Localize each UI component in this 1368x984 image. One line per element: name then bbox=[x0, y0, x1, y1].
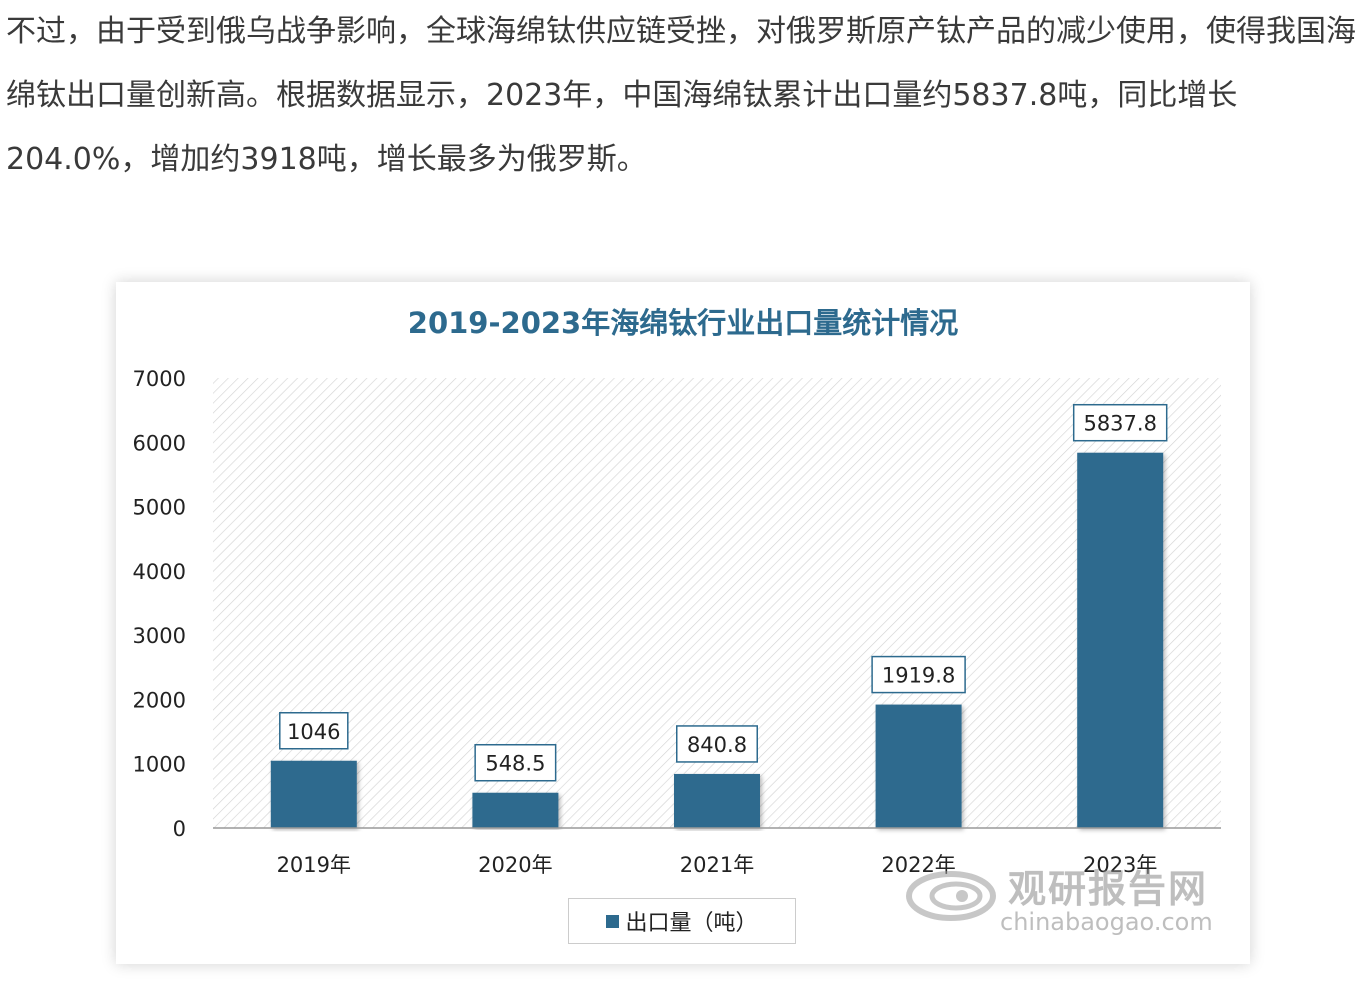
data-label-box bbox=[676, 725, 758, 763]
y-tick-label: 0 bbox=[173, 817, 186, 841]
y-axis-ticks: 0 1000 2000 3000 4000 5000 6000 7000 bbox=[133, 367, 186, 841]
y-tick-label: 2000 bbox=[133, 688, 186, 712]
bar bbox=[270, 760, 357, 828]
data-label: 5837.8 bbox=[1083, 412, 1156, 436]
watermark-brand-cn: 观研报告网 bbox=[1008, 867, 1209, 911]
y-tick-label: 3000 bbox=[133, 624, 186, 648]
bar bbox=[1077, 452, 1164, 828]
bar-chart: 0 1000 2000 3000 4000 5000 6000 7000 1046 548.5 8… bbox=[133, 367, 1221, 877]
x-tick-label: 2019年 bbox=[277, 853, 351, 877]
data-label-box bbox=[871, 655, 966, 694]
bar bbox=[674, 773, 760, 828]
article-paragraph: 不过，由于受到俄乌战争影响，全球海绵钛供应链受挫，对俄罗斯原产钛产品的减少使用，… bbox=[6, 14, 1356, 177]
y-tick-label: 5000 bbox=[133, 496, 186, 520]
bar bbox=[875, 704, 962, 828]
data-label: 840.8 bbox=[687, 733, 747, 757]
chart-legend: 出口量（吨） bbox=[568, 898, 796, 944]
watermark: 观研报告网 chinabaogao.com bbox=[904, 858, 1244, 938]
y-tick-label: 6000 bbox=[133, 431, 186, 455]
x-axis-ticks: 2019年 2020年 2021年 2022年 2023年 bbox=[277, 853, 1158, 877]
swirl-logo-icon bbox=[906, 871, 996, 921]
x-tick-label: 2021年 bbox=[680, 853, 754, 877]
bar bbox=[472, 792, 559, 828]
data-label: 1046 bbox=[287, 720, 340, 744]
y-tick-label: 7000 bbox=[133, 367, 186, 391]
legend-label: 出口量（吨） bbox=[625, 911, 758, 936]
data-label: 1919.8 bbox=[882, 664, 955, 688]
data-label: 548.5 bbox=[485, 752, 545, 776]
chart-title: 2019-2023年海绵钛行业出口量统计情况 bbox=[407, 306, 959, 340]
x-tick-label: 2020年 bbox=[478, 853, 552, 877]
data-label-box bbox=[474, 743, 557, 782]
article-text-block: 不过，由于受到俄乌战争影响，全球海绵钛供应链受挫，对俄罗斯原产钛产品的减少使用，… bbox=[6, 0, 1366, 192]
data-label-box bbox=[1072, 403, 1168, 442]
legend-swatch bbox=[606, 914, 620, 928]
y-tick-label: 4000 bbox=[133, 560, 186, 584]
data-label-box bbox=[279, 712, 349, 750]
x-tick-label: 2023年 bbox=[1083, 853, 1157, 877]
bar-series: 1046 548.5 840.8 1919.8 5837.8 bbox=[270, 403, 1168, 828]
chart-card: 2019-2023年海绵钛行业出口量统计情况 0 1000 2000 3000 4000… bbox=[116, 282, 1250, 964]
y-tick-label: 1000 bbox=[133, 753, 186, 777]
watermark-brand-en: chinabaogao.com bbox=[1000, 908, 1213, 936]
